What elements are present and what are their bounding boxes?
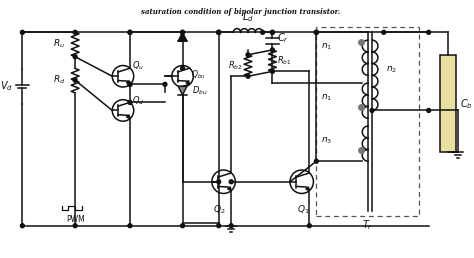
Text: $C_r$: $C_r$ bbox=[277, 31, 289, 45]
Circle shape bbox=[73, 78, 77, 82]
Text: $D_{bu}$: $D_{bu}$ bbox=[192, 85, 208, 98]
Polygon shape bbox=[127, 115, 130, 118]
Circle shape bbox=[229, 224, 233, 228]
Circle shape bbox=[73, 30, 77, 34]
Text: PWM: PWM bbox=[66, 215, 84, 224]
Circle shape bbox=[427, 109, 431, 112]
Circle shape bbox=[271, 48, 274, 52]
Circle shape bbox=[246, 53, 250, 57]
Circle shape bbox=[128, 82, 132, 86]
Circle shape bbox=[73, 55, 77, 59]
Text: $Q_1$: $Q_1$ bbox=[297, 203, 310, 216]
Circle shape bbox=[181, 224, 184, 228]
Circle shape bbox=[128, 30, 132, 34]
Circle shape bbox=[217, 224, 221, 228]
Text: $L_d$: $L_d$ bbox=[242, 11, 254, 25]
Circle shape bbox=[217, 180, 221, 184]
Circle shape bbox=[229, 180, 233, 184]
Text: $C_b$: $C_b$ bbox=[460, 97, 473, 110]
Circle shape bbox=[73, 224, 77, 228]
Circle shape bbox=[370, 109, 374, 112]
Circle shape bbox=[20, 30, 24, 34]
Text: $R_{b2}$: $R_{b2}$ bbox=[228, 59, 243, 72]
Text: $n_3$: $n_3$ bbox=[321, 135, 332, 146]
Text: $R_{b1}$: $R_{b1}$ bbox=[277, 54, 292, 67]
Circle shape bbox=[128, 100, 132, 104]
Polygon shape bbox=[186, 80, 190, 84]
Circle shape bbox=[314, 30, 319, 34]
Circle shape bbox=[128, 82, 132, 86]
Text: $Q_{bu}$: $Q_{bu}$ bbox=[191, 68, 206, 80]
Text: $R_d$: $R_d$ bbox=[53, 74, 65, 86]
Circle shape bbox=[307, 224, 311, 228]
Circle shape bbox=[128, 30, 132, 34]
Bar bbox=[440, 55, 456, 152]
Polygon shape bbox=[228, 187, 231, 190]
Polygon shape bbox=[178, 86, 187, 95]
Circle shape bbox=[427, 30, 431, 34]
Text: $V_d$: $V_d$ bbox=[0, 79, 13, 93]
Circle shape bbox=[217, 30, 221, 34]
Circle shape bbox=[163, 82, 167, 86]
Text: $T_r$: $T_r$ bbox=[362, 218, 373, 232]
Text: $n_1$: $n_1$ bbox=[321, 42, 332, 52]
Circle shape bbox=[217, 30, 221, 34]
Text: $Q_2$: $Q_2$ bbox=[213, 203, 226, 216]
Circle shape bbox=[181, 30, 184, 34]
Circle shape bbox=[271, 30, 274, 34]
Text: $R_u$: $R_u$ bbox=[54, 38, 65, 50]
Polygon shape bbox=[306, 187, 310, 190]
Bar bbox=[316, 27, 419, 216]
Text: $Q_u$: $Q_u$ bbox=[132, 60, 144, 72]
Circle shape bbox=[261, 30, 264, 34]
Circle shape bbox=[271, 30, 274, 34]
Text: $Q_d$: $Q_d$ bbox=[132, 94, 144, 107]
Text: saturation condition of bipolar junction transistor.: saturation condition of bipolar junction… bbox=[141, 8, 340, 16]
Circle shape bbox=[20, 224, 24, 228]
Polygon shape bbox=[178, 32, 187, 41]
Circle shape bbox=[128, 224, 132, 228]
Circle shape bbox=[181, 66, 184, 70]
Circle shape bbox=[217, 30, 221, 34]
Circle shape bbox=[314, 30, 319, 34]
Circle shape bbox=[314, 30, 319, 34]
Circle shape bbox=[181, 30, 184, 34]
Text: $n_2$: $n_2$ bbox=[386, 64, 397, 75]
Text: $n_1$: $n_1$ bbox=[321, 93, 332, 103]
Circle shape bbox=[314, 159, 319, 163]
Circle shape bbox=[271, 69, 274, 73]
Polygon shape bbox=[127, 80, 130, 84]
Circle shape bbox=[246, 74, 250, 78]
Circle shape bbox=[382, 30, 386, 34]
